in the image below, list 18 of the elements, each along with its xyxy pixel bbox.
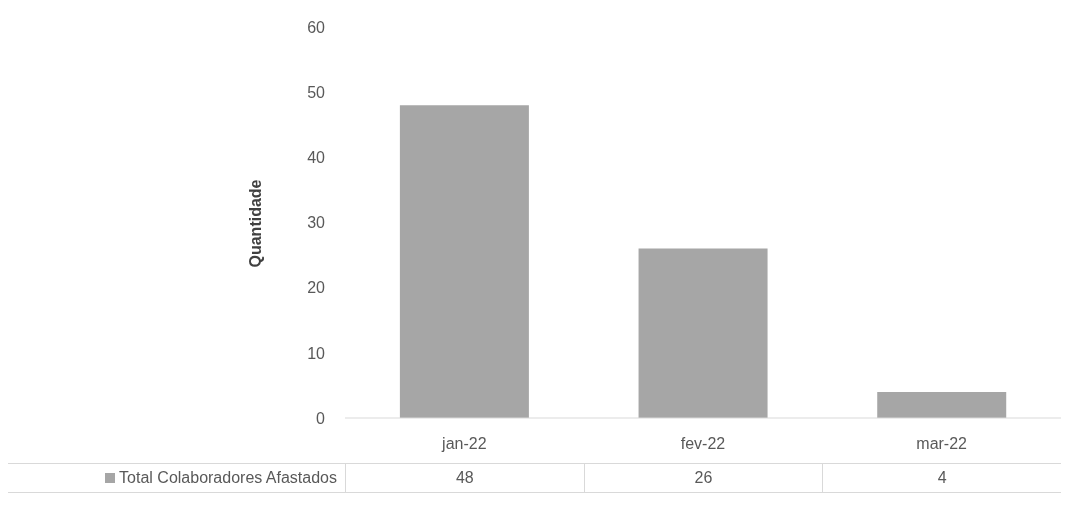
data-label: 26 [694, 469, 713, 487]
x-tick-label: jan-22 [441, 435, 487, 453]
x-tick-label: mar-22 [916, 435, 968, 453]
y-tick-label: 20 [307, 279, 326, 297]
y-axis-title: Quantidade [246, 179, 264, 268]
y-tick-label: 0 [316, 409, 326, 427]
bar [638, 248, 768, 418]
bar [399, 105, 529, 418]
data-label: 48 [455, 469, 474, 487]
y-tick-label: 60 [307, 18, 326, 36]
bar [877, 391, 1007, 418]
y-tick-label: 10 [307, 344, 326, 362]
x-tick-label: fev-22 [680, 435, 726, 453]
legend-label: Total Colaboradores Afastados [119, 469, 337, 487]
y-tick-label: 40 [307, 149, 326, 167]
data-label: 4 [937, 469, 947, 487]
y-tick-label: 30 [307, 214, 326, 232]
y-tick-label: 50 [307, 83, 326, 101]
